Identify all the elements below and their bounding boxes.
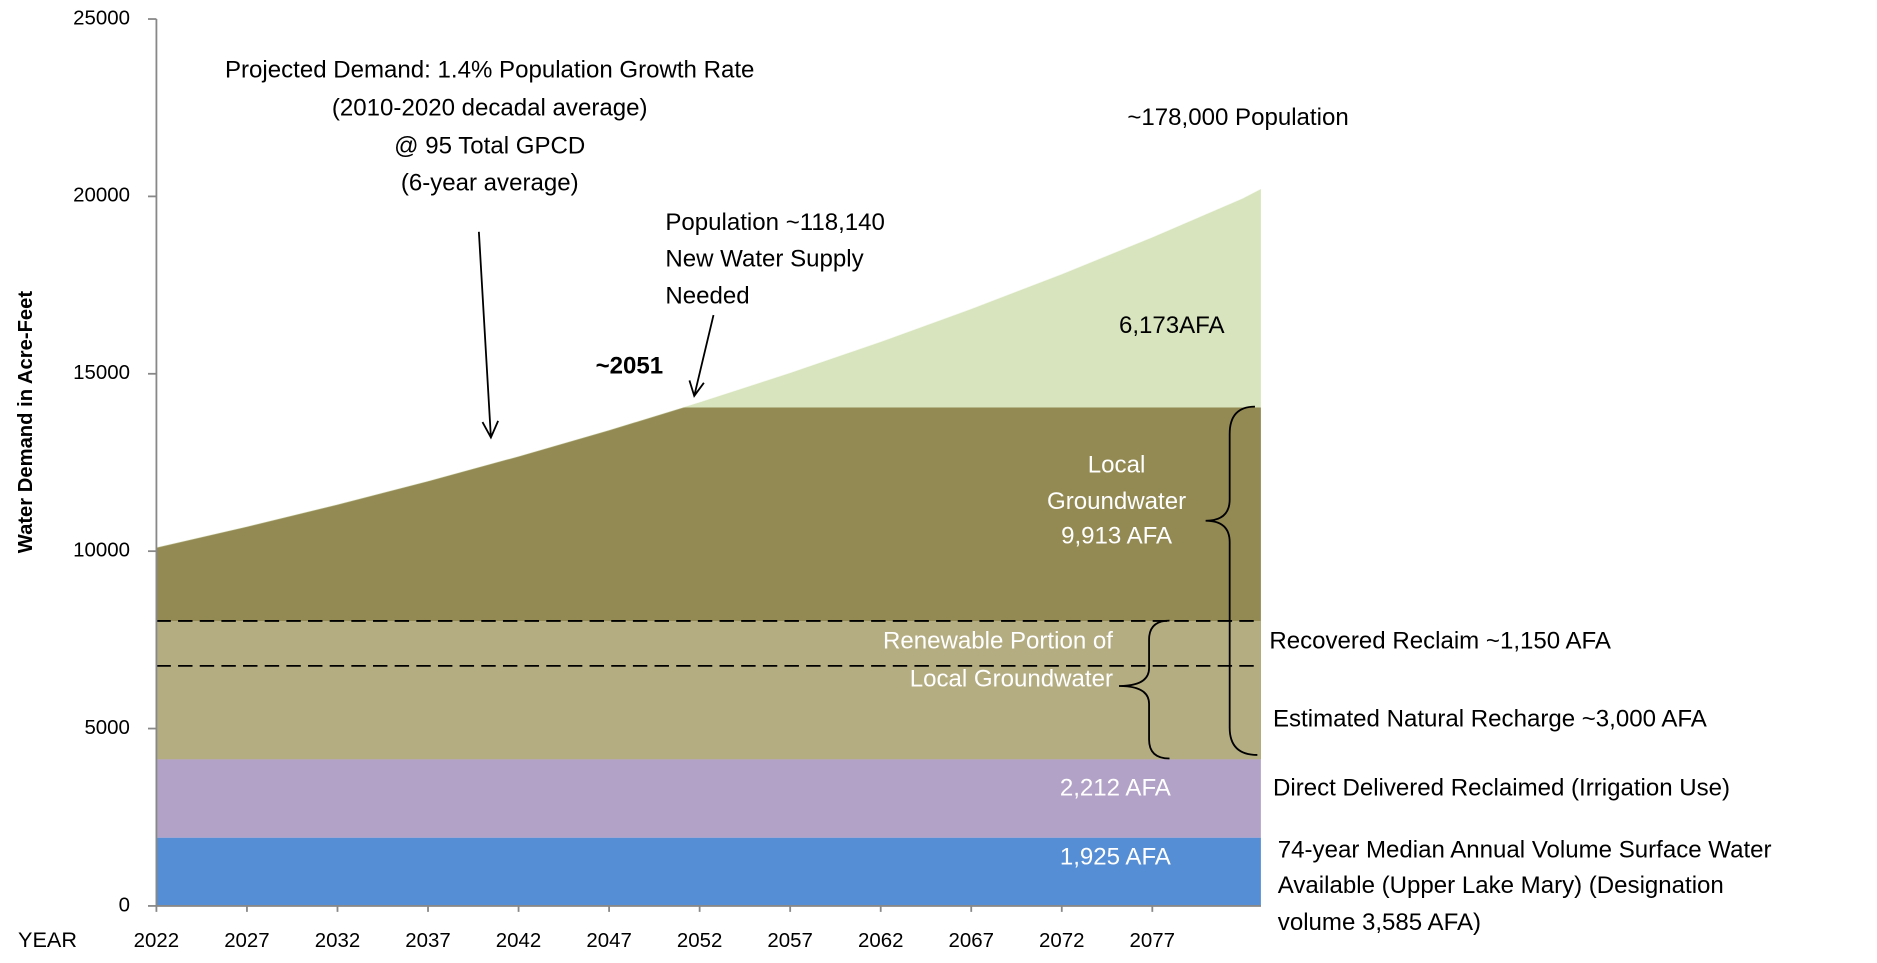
y-tick-label: 25000 [73, 7, 130, 29]
x-tick-label: 2062 [858, 930, 904, 952]
annotation: (6-year average) [401, 170, 579, 197]
band-label: 2,212 AFA [1060, 775, 1171, 802]
arrow [477, 231, 499, 440]
annotation: @ 95 Total GPCD [394, 133, 585, 160]
y-tick-label: 15000 [73, 362, 130, 384]
demand-curve [156, 188, 1262, 549]
annotation: ~178,000 Population [1127, 104, 1348, 131]
x-tick-label: 2072 [1039, 930, 1085, 952]
annotation: New Water Supply [665, 246, 863, 273]
x-tick-label: 2067 [948, 930, 994, 952]
side-label: 74-year Median Annual Volume Surface Wat… [1278, 837, 1772, 864]
x-tick-label: 2077 [1130, 930, 1176, 952]
side-label: Available (Upper Lake Mary) (Designation [1278, 872, 1724, 899]
side-label: Recovered Reclaim ~1,150 AFA [1269, 627, 1611, 654]
band-label: Groundwater [1047, 488, 1186, 515]
y-tick-label: 5000 [84, 717, 130, 739]
y-tick-label: 10000 [73, 540, 130, 562]
side-label: Estimated Natural Recharge ~3,000 AFA [1273, 706, 1707, 733]
x-tick-label: 2042 [496, 930, 542, 952]
annotation: Projected Demand: 1.4% Population Growth… [225, 57, 754, 84]
band-label: Renewable Portion of [883, 627, 1113, 654]
x-tick-label: 2027 [224, 930, 270, 952]
band-label: 9,913 AFA [1061, 523, 1172, 550]
band-label: 1,925 AFA [1060, 844, 1171, 871]
y-tick-label: 20000 [73, 185, 130, 207]
x-tick-label: 2022 [134, 930, 180, 952]
x-tick-label: 2052 [677, 930, 723, 952]
x-tick-label: 2047 [586, 930, 632, 952]
annotation: ~2051 [596, 353, 664, 380]
x-axis-label: YEAR [18, 928, 77, 952]
x-tick-label: 2057 [767, 930, 813, 952]
y-axis-label: Water Demand in Acre-Feet [15, 291, 37, 554]
annotation: Needed [665, 283, 749, 310]
annotation: Population ~118,140 [665, 209, 885, 236]
x-tick-label: 2032 [315, 930, 361, 952]
band-label: Local [1088, 451, 1145, 478]
band-label: Local Groundwater [910, 665, 1113, 692]
annotation: (2010-2020 decadal average) [332, 95, 648, 122]
band [156, 759, 1261, 838]
renewable-area [156, 620, 1261, 760]
brace [1205, 405, 1258, 756]
band-label: 6,173AFA [1119, 312, 1225, 339]
x-tick-label: 2037 [405, 930, 451, 952]
side-label: volume 3,585 AFA) [1278, 909, 1481, 936]
arrow [688, 314, 715, 398]
y-tick-label: 0 [119, 894, 130, 916]
side-label: Direct Delivered Reclaimed (Irrigation U… [1273, 775, 1730, 802]
band [156, 837, 1261, 906]
